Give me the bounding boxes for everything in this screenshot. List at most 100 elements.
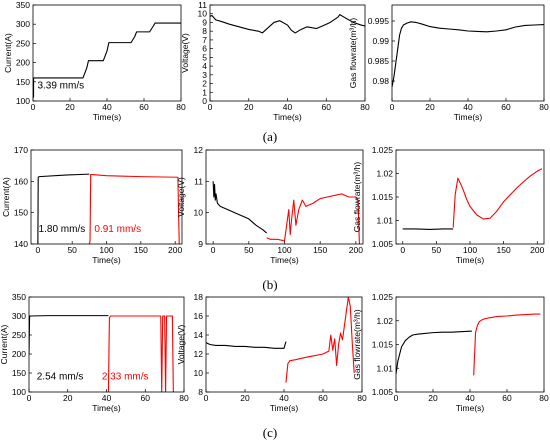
y-tick-label: 0.985 — [368, 56, 390, 66]
caption-c: (c) — [263, 425, 277, 440]
y-tick-label: 200 — [16, 58, 30, 68]
x-tick-label: 200 — [168, 245, 182, 255]
y-tick-label: 160 — [14, 176, 28, 186]
y-tick-label: 1.01 — [376, 363, 393, 373]
x-axis-label: Time(s) — [92, 255, 121, 265]
x-tick-label: 80 — [179, 393, 189, 403]
x-tick-label: 60 — [502, 393, 512, 403]
y-tick-label: 1.015 — [372, 340, 394, 350]
x-axis-label: Time(s) — [456, 255, 485, 265]
plots-layer: 0 20 40 60 80100150200250300350Time(s)Curren… — [0, 0, 549, 413]
x-tick-label: 40 — [279, 393, 289, 403]
chart-a1: 0 20 40 60 80 100 150 200 250 300 350 Time(s) Curren… — [3, 0, 186, 122]
x-tick-label: 100 — [277, 245, 291, 255]
y-tick-label: 5 — [202, 52, 207, 62]
y-tick-label: 12 — [194, 349, 204, 359]
chart-c1: 0 20 40 60 80 100 150 200 250 300 350 Time(s) Curren… — [0, 292, 189, 413]
y-tick-label: 150 — [12, 368, 26, 378]
plot-frame — [391, 4, 545, 102]
y-tick-label: 18 — [194, 292, 204, 302]
x-tick-label: 0 — [27, 393, 32, 403]
series-line-2 — [266, 193, 360, 244]
x-tick-label: 60 — [141, 393, 151, 403]
y-tick-label: 350 — [16, 0, 30, 10]
y-tick-label: 300 — [12, 311, 26, 321]
series-line-2 — [88, 173, 180, 244]
chart-c3: 0 20 40 60 80 1.005 1.01 1.015 1.02 1.025 Time(s) G… — [352, 292, 549, 413]
x-axis-label: Time(s) — [92, 403, 121, 413]
y-tick-label: 9 — [198, 239, 203, 249]
x-tick-label: 150 — [313, 245, 327, 255]
speed-annotation: 3.39 mm/s — [37, 81, 84, 92]
x-tick-label: 200 — [349, 245, 363, 255]
x-tick-label: 60 — [501, 102, 511, 112]
y-axis-label: Voltage(V) — [176, 324, 186, 364]
series-line-1 — [29, 315, 109, 355]
y-tick-label: 1.02 — [376, 316, 393, 326]
y-tick-label: 9 — [202, 17, 207, 27]
series-line-1 — [33, 22, 181, 98]
x-tick-label: 20 — [63, 393, 73, 403]
y-tick-label: 4 — [202, 61, 207, 71]
y-tick-label: 150 — [14, 208, 28, 218]
y-tick-label: 100 — [16, 96, 30, 106]
plot-frame — [395, 149, 545, 245]
series-line-2 — [107, 315, 175, 392]
y-tick-label: 10 — [194, 208, 204, 218]
y-axis-label: Voltage(V) — [176, 177, 186, 217]
y-tick-label: 300 — [16, 19, 30, 29]
x-tick-label: 0 — [204, 393, 209, 403]
x-tick-label: 100 — [463, 245, 477, 255]
x-axis-label: Time(s) — [93, 112, 122, 122]
x-axis-label: Time(s) — [270, 403, 299, 413]
x-tick-label: 0 — [400, 245, 405, 255]
series-line-1 — [210, 14, 365, 34]
x-tick-label: 40 — [283, 102, 293, 112]
y-axis-label: Current(A) — [0, 325, 9, 365]
chart-b2: 0 50 100 150 200 9 10 11 12 Time(s) Voltage(V) — [176, 145, 364, 265]
y-tick-label: 7 — [202, 35, 207, 45]
y-tick-label: 0.99 — [372, 36, 389, 46]
y-tick-label: 1.015 — [372, 192, 394, 202]
x-tick-label: 0 — [394, 393, 399, 403]
chart-b3: 0 50 100 150 200 1.005 1.01 1.015 1.02 1.025 Time(… — [352, 145, 545, 265]
series-line-1 — [212, 181, 268, 234]
y-tick-label: 1.025 — [372, 292, 394, 302]
y-tick-label: 14 — [194, 330, 204, 340]
x-tick-label: 80 — [360, 102, 370, 112]
y-tick-label: 6 — [202, 44, 207, 54]
x-tick-label: 60 — [318, 393, 328, 403]
y-tick-label: 11 — [194, 176, 203, 186]
y-axis-label: Current(A) — [1, 177, 11, 217]
chart-b1: 0 50 100 150 200 140 150 160 170 Time(s) Current(A… — [1, 145, 182, 265]
y-tick-label: 100 — [12, 387, 26, 397]
x-tick-label: 150 — [134, 245, 148, 255]
y-tick-label: 11 — [198, 0, 207, 10]
x-tick-label: 0 — [211, 245, 216, 255]
y-tick-label: 140 — [14, 239, 28, 249]
series-line-1 — [392, 21, 544, 88]
y-tick-label: 0 — [202, 96, 207, 106]
x-axis-label: Time(s) — [454, 112, 483, 122]
x-tick-label: 80 — [539, 393, 549, 403]
caption-b: (b) — [262, 277, 277, 292]
chart-a3: 0 20 40 60 80 0.98 0.985 0.99 0.995 Time(s) Gas fl… — [348, 4, 549, 122]
series-line-2 — [452, 168, 543, 228]
y-tick-label: 1.005 — [372, 239, 394, 249]
y-tick-label: 150 — [16, 77, 30, 87]
y-tick-label: 16 — [194, 311, 204, 321]
y-tick-label: 1.01 — [376, 216, 393, 226]
series-line-1 — [396, 330, 472, 375]
speed-annotation: 1.80 mm/s — [39, 224, 86, 235]
x-tick-label: 60 — [322, 102, 332, 112]
x-tick-label: 20 — [425, 102, 435, 112]
x-tick-label: 40 — [463, 102, 473, 112]
x-tick-label: 50 — [67, 245, 77, 255]
x-tick-label: 200 — [530, 245, 544, 255]
x-tick-label: 40 — [102, 102, 112, 112]
x-tick-label: 100 — [99, 245, 113, 255]
plot-frame — [209, 4, 366, 102]
x-tick-label: 20 — [240, 393, 250, 403]
